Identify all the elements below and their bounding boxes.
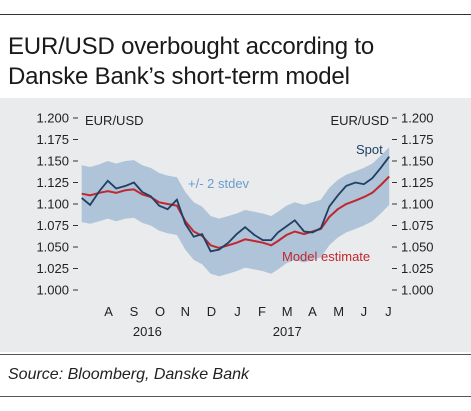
axis-layer: 1.000 1.000 1.025 1.025 1.050 1.050 1.075 1.075…	[36, 111, 433, 340]
top-rule	[0, 14, 471, 15]
right-axis-label: EUR/USD	[330, 113, 389, 128]
y-tick-label-right: 1.125	[401, 175, 434, 190]
y-tick-label-right: 1.100	[401, 197, 434, 212]
x-tick-label: S	[130, 304, 139, 319]
spot-annotation: Spot	[356, 142, 383, 157]
stdev-band-area	[81, 147, 390, 277]
year-label: 2016	[133, 324, 162, 339]
x-tick-label: O	[155, 304, 165, 319]
x-tick-label: J	[361, 304, 368, 319]
left-axis-label: EUR/USD	[85, 113, 144, 128]
y-tick-label-left: 1.050	[36, 240, 69, 255]
model-estimate-line	[81, 175, 390, 249]
spot-line	[81, 156, 390, 253]
x-tick-label: F	[258, 304, 266, 319]
y-tick-label-right: 1.000	[401, 283, 434, 298]
model-annotation: Model estimate	[282, 249, 370, 264]
y-tick-label-left: 1.100	[36, 197, 69, 212]
label-layer: EUR/USD EUR/USD +/- 2 stdev Spot Model e…	[85, 113, 389, 264]
chart-title-line-2: Danske Bank’s short-term model	[8, 63, 350, 90]
y-tick-label-right: 1.175	[401, 132, 434, 147]
y-tick-label-right: 1.050	[401, 240, 434, 255]
x-tick-label: A	[308, 304, 317, 319]
x-tick-label: M	[282, 304, 293, 319]
x-tick-label: A	[104, 304, 113, 319]
band-annotation: +/- 2 stdev	[188, 176, 250, 191]
chart-title-line-1: EUR/USD overbought according to	[8, 33, 374, 60]
x-tick-label: J	[385, 304, 392, 319]
y-tick-label-left: 1.150	[36, 154, 69, 169]
y-tick-label-right: 1.075	[401, 218, 434, 233]
chart-title: EUR/USD overbought according to Danske B…	[8, 32, 463, 92]
y-tick-label-left: 1.200	[36, 111, 69, 126]
y-tick-label-right: 1.150	[401, 154, 434, 169]
model-series-layer	[81, 175, 390, 249]
y-tick-label-left: 1.025	[36, 261, 69, 276]
stdev-band-layer	[81, 147, 390, 277]
y-tick-label-right: 1.200	[401, 111, 434, 126]
year-label: 2017	[273, 324, 302, 339]
footer-rule	[0, 396, 471, 397]
y-tick-label-right: 1.025	[401, 261, 434, 276]
y-tick-label-left: 1.175	[36, 132, 69, 147]
x-tick-label: M	[333, 304, 344, 319]
spot-series-layer	[81, 156, 390, 253]
y-tick-label-left: 1.075	[36, 218, 69, 233]
bottom-rule	[0, 354, 471, 355]
eur-usd-chart: 1.000 1.000 1.025 1.025 1.050 1.050 1.075 1.075…	[36, 111, 433, 340]
x-tick-label: J	[234, 304, 241, 319]
x-tick-label: D	[207, 304, 216, 319]
y-tick-label-left: 1.000	[36, 283, 69, 298]
source-note: Source: Bloomberg, Danske Bank	[8, 366, 250, 383]
y-tick-label-left: 1.125	[36, 175, 69, 190]
x-tick-label: N	[181, 304, 190, 319]
